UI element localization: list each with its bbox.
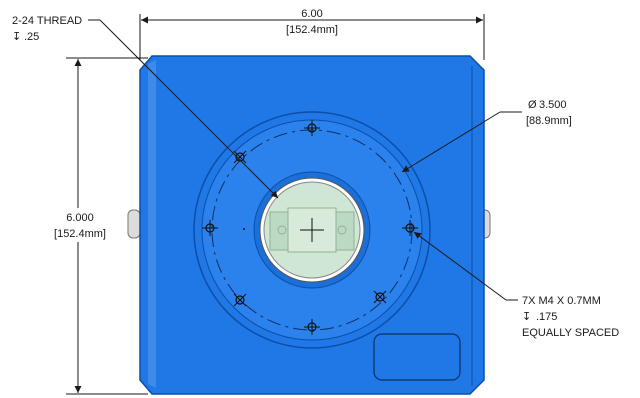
- holes-depth: .175: [536, 311, 557, 323]
- height-mm-label: [152.4mm]: [54, 228, 106, 240]
- bolt-hole: [402, 220, 418, 236]
- bolt-holes: [202, 120, 418, 335]
- thread-depth: .25: [24, 31, 39, 43]
- label-plate: [373, 333, 461, 381]
- left-knob: [127, 209, 141, 239]
- width-mm-label: [152.4mm]: [286, 24, 338, 36]
- thread-depth-symbol: ↧: [12, 31, 21, 43]
- height-dimension: 6.000 [152.4mm]: [48, 57, 148, 395]
- holes-callout: 7X M4 X 0.7MM ↧ .175 EQUALLY SPACED: [413, 231, 619, 339]
- thread-label: 2-24 THREAD: [12, 15, 82, 27]
- diameter-in-label: 3.500: [539, 99, 567, 111]
- bolt-hole: [233, 293, 247, 307]
- width-dimension: 6.00 [152.4mm]: [139, 8, 485, 60]
- bolt-hole: [304, 120, 320, 136]
- holes-depth-symbol: ↧: [522, 311, 531, 323]
- diameter-symbol: Ø: [528, 99, 537, 111]
- diameter-callout: Ø 3.500 [88.9mm]: [401, 99, 572, 173]
- holes-spacing: EQUALLY SPACED: [522, 327, 619, 339]
- bolt-hole: [202, 220, 218, 236]
- height-in-label: 6.000: [66, 212, 94, 224]
- diameter-mm-label: [88.9mm]: [526, 115, 572, 127]
- width-in-label: 6.00: [301, 8, 322, 20]
- thread-callout: 2-24 THREAD ↧ .25: [12, 15, 279, 199]
- holes-label: 7X M4 X 0.7MM: [522, 295, 601, 307]
- bolt-hole: [304, 319, 320, 335]
- bolt-hole: [373, 290, 387, 304]
- bolt-hole: [233, 150, 247, 164]
